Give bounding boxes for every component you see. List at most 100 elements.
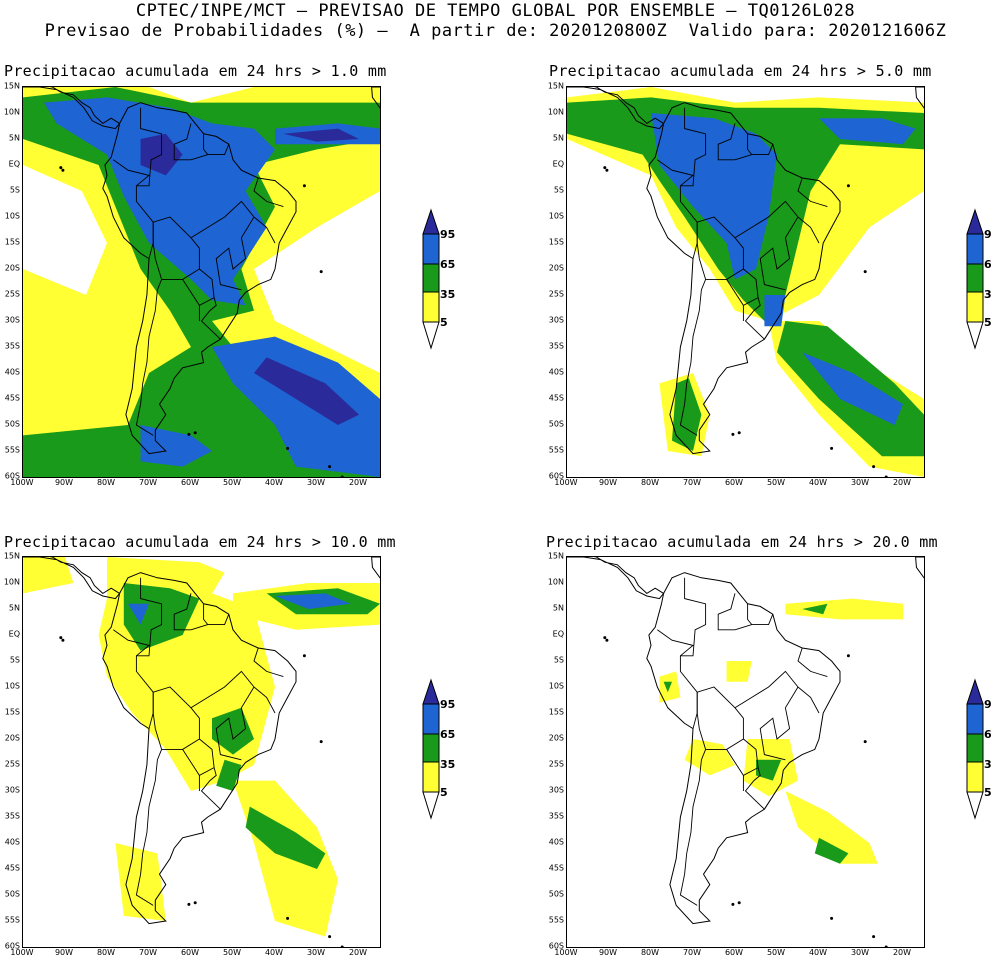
lat-tick-label: EQ (552, 159, 564, 169)
island (340, 945, 344, 947)
lon-tick-label: 20W (348, 948, 368, 957)
lat-tick-label: 10S (548, 211, 564, 221)
lat-tick-label: 5S (9, 655, 20, 665)
lon-tick-label: 50W (222, 478, 242, 487)
island (328, 935, 332, 939)
probability-map (566, 86, 925, 478)
legend-label: 35 (984, 288, 991, 301)
lat-tick-label: 10S (548, 681, 564, 691)
lat-tick-label: 15S (4, 707, 20, 717)
probability-area (283, 128, 359, 142)
country-border (136, 577, 163, 657)
island (340, 475, 344, 477)
lat-tick-label: 5N (8, 603, 20, 613)
lon-tick-label: 40W (808, 478, 828, 487)
island (830, 916, 834, 920)
country-border (734, 670, 799, 709)
country-border (253, 177, 284, 208)
lon-tick-label: 70W (138, 478, 158, 487)
country-border (152, 686, 200, 750)
probability-area (684, 739, 735, 776)
probability-area (819, 118, 916, 145)
lat-tick-label: 10N (3, 577, 20, 587)
legend-label: 5 (984, 316, 991, 329)
legend-swatch (966, 321, 984, 350)
lat-tick-label: 15N (547, 81, 564, 91)
lat-tick-label: 5S (553, 655, 564, 665)
country-border (743, 738, 759, 768)
lat-tick-label: 45S (4, 863, 20, 873)
country-border (747, 133, 753, 155)
country-border (215, 686, 255, 761)
legend-swatch (966, 733, 984, 763)
country-border (113, 159, 154, 259)
probability-area (140, 425, 212, 467)
probability-map (22, 556, 381, 948)
legend-swatch (422, 321, 440, 350)
color-legend: 95 65 35 5 (965, 678, 991, 828)
country-border (696, 686, 744, 750)
lon-tick-label: 100W (10, 478, 34, 487)
probability-area (651, 113, 777, 280)
probability-area (663, 681, 672, 693)
panel-title: Precipitacao acumulada em 24 hrs > 20.0 … (546, 533, 938, 551)
probability-area (23, 557, 74, 594)
lat-tick-label: 55S (4, 915, 20, 925)
lat-tick-label: 15S (548, 237, 564, 247)
legend-label: 95 (440, 228, 456, 241)
legend-swatch (966, 761, 984, 793)
country-border (136, 107, 163, 187)
country-border (717, 593, 774, 631)
legend-label: 35 (440, 288, 456, 301)
coastline (646, 102, 841, 455)
probability-area (814, 837, 849, 864)
legend-label: 65 (440, 728, 456, 741)
lat-tick-label: 20S (548, 733, 564, 743)
lat-tick-label: 25S (4, 289, 20, 299)
lat-tick-label: 35S (548, 341, 564, 351)
island (846, 654, 850, 658)
legend-label: 65 (984, 258, 991, 271)
legend-swatch (966, 703, 984, 735)
lat-tick-label: 30S (548, 315, 564, 325)
legend-swatch (966, 263, 984, 293)
lat-tick-label: 10S (4, 681, 20, 691)
lat-tick-label: 50S (4, 419, 20, 429)
country-border (680, 577, 707, 657)
island (737, 431, 741, 435)
legend-swatch (422, 291, 440, 323)
island (61, 168, 65, 172)
lat-tick-label: 15S (548, 707, 564, 717)
legend-swatch (422, 733, 440, 763)
country-border (797, 686, 820, 714)
lon-tick-label: 90W (54, 948, 74, 957)
island (846, 184, 850, 188)
coastline (915, 87, 924, 109)
lat-tick-label: 55S (548, 915, 564, 925)
lon-tick-label: 100W (554, 478, 578, 487)
color-legend: 95 65 35 5 (965, 208, 991, 358)
legend-label: 5 (440, 786, 448, 799)
country-border (797, 216, 820, 244)
legend-swatch (966, 233, 984, 265)
lon-tick-label: 100W (10, 948, 34, 957)
panel-title: Precipitacao acumulada em 24 hrs > 10.0 … (4, 533, 396, 551)
island (286, 446, 290, 450)
legend-swatch (422, 761, 440, 793)
country-border (173, 123, 230, 161)
island (863, 740, 867, 744)
legend-swatch (422, 703, 440, 735)
lat-tick-label: 40S (548, 367, 564, 377)
island (605, 168, 609, 172)
probability-area (659, 671, 681, 703)
lon-tick-label: 80W (96, 948, 116, 957)
country-border (743, 268, 759, 298)
island (59, 166, 63, 170)
legend-label: 35 (984, 758, 991, 771)
country-border (190, 200, 255, 239)
lat-tick-label: 15N (3, 81, 20, 91)
country-border (734, 200, 799, 239)
lon-tick-label: 30W (850, 478, 870, 487)
lat-tick-label: 45S (548, 863, 564, 873)
country-border (152, 216, 200, 280)
